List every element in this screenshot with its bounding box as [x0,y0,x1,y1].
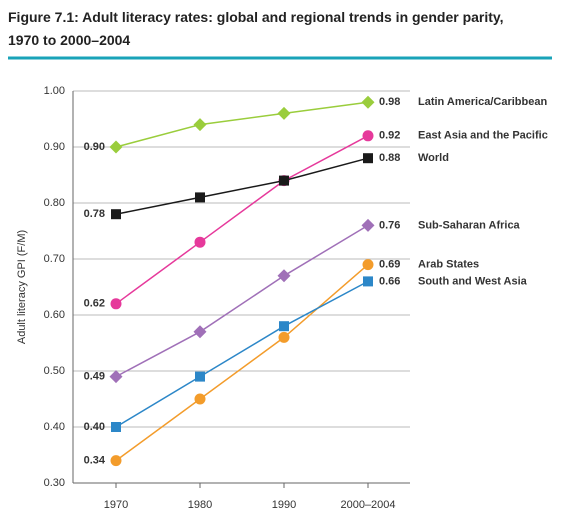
marker [195,192,205,203]
legend-label: East Asia and the Pacific [418,130,548,142]
marker [111,209,121,220]
y-tick-label: 1.00 [44,85,65,97]
y-axis-label: Adult literacy GPI (F/M) [16,230,28,344]
y-tick-label: 0.50 [44,365,65,377]
marker [109,370,123,384]
chart-subtitle: 1970 to 2000–2004 [8,32,130,48]
series-line [115,101,369,148]
marker [362,259,374,271]
legend-label: South and West Asia [418,275,528,287]
y-tick-label: 0.40 [44,421,65,433]
legend-label: World [418,152,449,164]
marker [195,371,205,382]
value-label: 0.98 [379,96,400,108]
marker [111,422,121,432]
value-label: 0.49 [84,371,105,383]
marker [362,130,374,142]
marker [278,331,290,343]
marker [279,321,289,332]
x-tick-label: 1980 [188,499,212,511]
y-tick-label: 0.80 [44,197,65,209]
marker [110,455,122,467]
marker [363,153,373,164]
marker [110,298,122,310]
series-line [115,264,369,462]
marker [193,118,207,132]
x-tick-label: 1970 [104,499,128,511]
marker [109,140,123,154]
marker [193,325,207,339]
marker [279,175,289,186]
marker [194,393,206,405]
value-label: 0.34 [84,455,106,467]
legend-label: Sub-Saharan Africa [418,219,521,231]
y-tick-label: 0.30 [44,477,65,489]
series-line [115,157,369,215]
value-label: 0.62 [84,298,105,310]
x-tick-label: 1990 [272,499,296,511]
legend-label: Latin America/Caribbean [418,96,547,108]
x-tick-label: 2000–2004 [340,499,395,511]
value-label: 0.40 [84,421,105,433]
series-line [115,224,369,378]
marker [361,95,375,109]
series-line [115,135,369,305]
chart-title: Figure 7.1: Adult literacy rates: global… [8,9,504,25]
value-label: 0.66 [379,275,400,287]
marker [194,236,206,248]
marker [361,218,375,232]
value-label: 0.69 [379,259,400,271]
value-label: 0.76 [379,219,400,231]
y-tick-label: 0.70 [44,253,65,265]
y-tick-label: 0.60 [44,309,65,321]
value-label: 0.78 [84,208,105,220]
value-label: 0.90 [84,141,105,153]
marker [363,276,373,287]
value-label: 0.92 [379,130,400,142]
y-tick-label: 0.90 [44,141,65,153]
series-line [115,280,369,428]
marker [277,106,291,120]
value-label: 0.88 [379,152,400,164]
legend-label: Arab States [418,259,479,271]
marker [277,269,291,283]
